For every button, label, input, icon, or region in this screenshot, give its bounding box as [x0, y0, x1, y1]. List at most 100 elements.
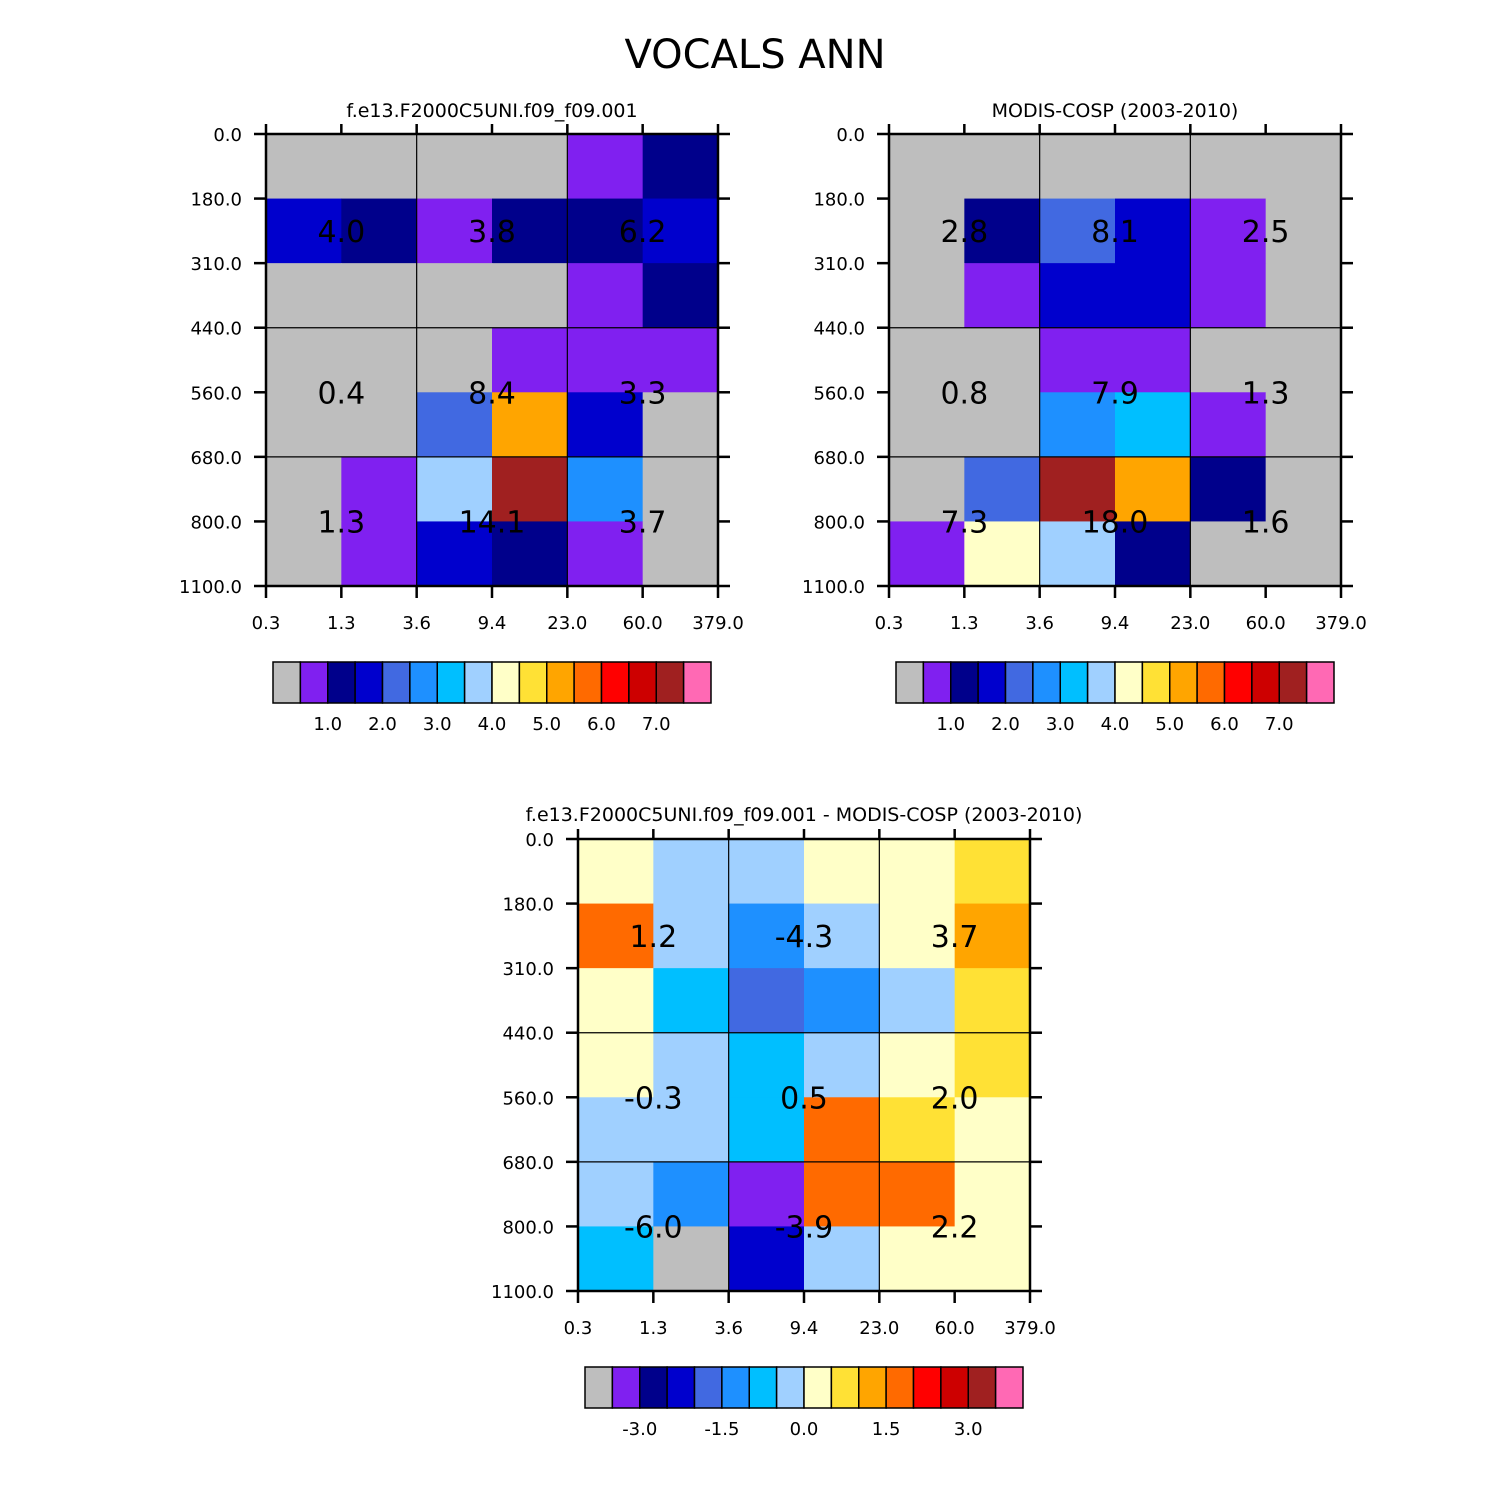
- cell-value-label: -0.3: [624, 1081, 683, 1116]
- cell-value-label: 1.2: [629, 920, 677, 955]
- y-tick-label: 180.0: [502, 895, 554, 916]
- heatmap-cell: [1039, 263, 1116, 329]
- heatmap-cell: [1190, 134, 1267, 200]
- x-tick-label: 1.3: [327, 613, 356, 634]
- cell-value-label: 8.4: [468, 376, 516, 411]
- heatmap-cell: [1115, 134, 1191, 200]
- heatmap-cell: [416, 327, 493, 393]
- cell-value-label: 1.3: [317, 505, 365, 540]
- colorbar-box: [655, 661, 685, 704]
- panel-2: MODIS-COSP (2003-2010) 2.8 8.1 2.5 0.8 7.9 1.3…: [802, 100, 1367, 735]
- heatmap-cell: [954, 968, 1031, 1034]
- heatmap-cell: [341, 521, 418, 587]
- heatmap-cell: [1190, 456, 1267, 522]
- y-tick-label: 560.0: [190, 383, 242, 404]
- heatmap-cell: [728, 968, 805, 1034]
- x-tick-label: 23.0: [859, 1318, 899, 1339]
- x-tick-label: 9.4: [478, 613, 507, 634]
- colorbar-box: [1251, 661, 1280, 704]
- heatmap-cell: [964, 521, 1041, 587]
- y-tick-label: 800.0: [813, 512, 865, 533]
- x-tick-label: 1.3: [950, 613, 979, 634]
- heatmap-cell: [416, 521, 493, 587]
- x-tick-label: 379.0: [692, 613, 744, 634]
- colorbar-label: 1.0: [936, 714, 965, 735]
- colorbar-label: 3.0: [954, 1419, 983, 1440]
- colorbar-box: [950, 661, 979, 704]
- colorbar-box: [1278, 661, 1308, 704]
- heatmap-cell: [889, 198, 965, 264]
- heatmap-cell: [879, 1161, 956, 1227]
- colorbar-box: [354, 661, 384, 704]
- colorbar-box: [299, 661, 329, 704]
- panel-title: f.e13.F2000C5UNI.f09_f09.001: [346, 100, 637, 122]
- colorbar: 1.0 2.0 3.0 4.0 5.0 6.0 7.0: [272, 661, 712, 735]
- cell-value-label: 1.3: [1242, 376, 1290, 411]
- cell-value-label: 0.8: [940, 376, 988, 411]
- heatmap-cell: [804, 968, 880, 1034]
- heatmap-cell: [964, 456, 1041, 522]
- heatmap-cell: [416, 392, 493, 458]
- heatmap-cell: [728, 1097, 805, 1163]
- colorbar-box: [600, 661, 630, 704]
- y-tick-label: 440.0: [502, 1024, 554, 1045]
- heatmap-cell: [567, 392, 644, 458]
- heatmap-cell: [567, 263, 644, 329]
- y-tick-label: 1100.0: [491, 1282, 554, 1303]
- heatmap-cell: [567, 198, 644, 264]
- colorbar-label: 7.0: [642, 714, 671, 735]
- panel-1: f.e13.F2000C5UNI.f09_f09.001 4.0 3.8 6.2 0.4…: [179, 100, 744, 735]
- heatmap-cell: [492, 392, 568, 458]
- colorbar-label: 0.0: [790, 1419, 819, 1440]
- heatmap-cell: [889, 392, 965, 458]
- colorbar-box: [1196, 661, 1226, 704]
- cell-value-label: 2.5: [1242, 215, 1290, 250]
- main-title: VOCALS ANN: [624, 32, 885, 78]
- heatmap-cell: [567, 327, 644, 393]
- heatmap-cell: [1190, 521, 1267, 587]
- colorbar-box: [584, 1366, 614, 1409]
- x-tick-label: 60.0: [935, 1318, 975, 1339]
- heatmap-cell: [653, 1161, 730, 1227]
- colorbar: -3.0 -1.5 0.0 1.5 3.0: [584, 1366, 1024, 1440]
- x-tick-label: 23.0: [1170, 613, 1210, 634]
- heatmap-cell: [964, 198, 1041, 264]
- heatmap-cell: [1265, 327, 1342, 393]
- cell-value-label: 2.0: [931, 1081, 979, 1116]
- colorbar-label: 7.0: [1265, 714, 1294, 735]
- heatmap-cell: [642, 327, 719, 393]
- y-tick-label: 440.0: [190, 319, 242, 340]
- colorbar: 1.0 2.0 3.0 4.0 5.0 6.0 7.0: [895, 661, 1335, 735]
- colorbar-label: 4.0: [478, 714, 507, 735]
- colorbar-box: [491, 661, 521, 704]
- y-tick-label: 800.0: [190, 512, 242, 533]
- cell-value-label: 0.4: [317, 376, 365, 411]
- heatmap-cell: [1265, 263, 1342, 329]
- heatmap-cell: [1265, 198, 1342, 264]
- heatmap-cell: [1190, 327, 1267, 393]
- heatmap-cell: [492, 521, 568, 587]
- x-tick-label: 9.4: [1101, 613, 1130, 634]
- y-tick-label: 310.0: [190, 254, 242, 275]
- colorbar-box: [1032, 661, 1061, 704]
- heatmap-cell: [1265, 392, 1342, 458]
- colorbar-box: [1223, 661, 1253, 704]
- heatmap-cell: [728, 903, 805, 969]
- heatmap-cell: [1115, 327, 1191, 393]
- heatmap-cell: [492, 263, 568, 329]
- colorbar-label: 1.5: [872, 1419, 901, 1440]
- heatmap-cell: [492, 134, 568, 200]
- colorbar-label: 3.0: [1046, 714, 1075, 735]
- cell-value-label: 8.1: [1091, 215, 1139, 250]
- heatmap-cell: [341, 327, 418, 393]
- x-tick-label: 379.0: [1004, 1318, 1056, 1339]
- y-tick-label: 180.0: [813, 190, 865, 211]
- colorbar-box: [830, 1366, 860, 1409]
- heatmap-cell: [1039, 456, 1116, 522]
- colorbar-box: [994, 1366, 1024, 1409]
- x-tick-label: 0.3: [564, 1318, 593, 1339]
- panel-3: f.e13.F2000C5UNI.f09_f09.001 - MODIS-COS…: [491, 804, 1082, 1440]
- heatmap-cell: [1039, 198, 1116, 264]
- heatmap-cell: [879, 1226, 956, 1292]
